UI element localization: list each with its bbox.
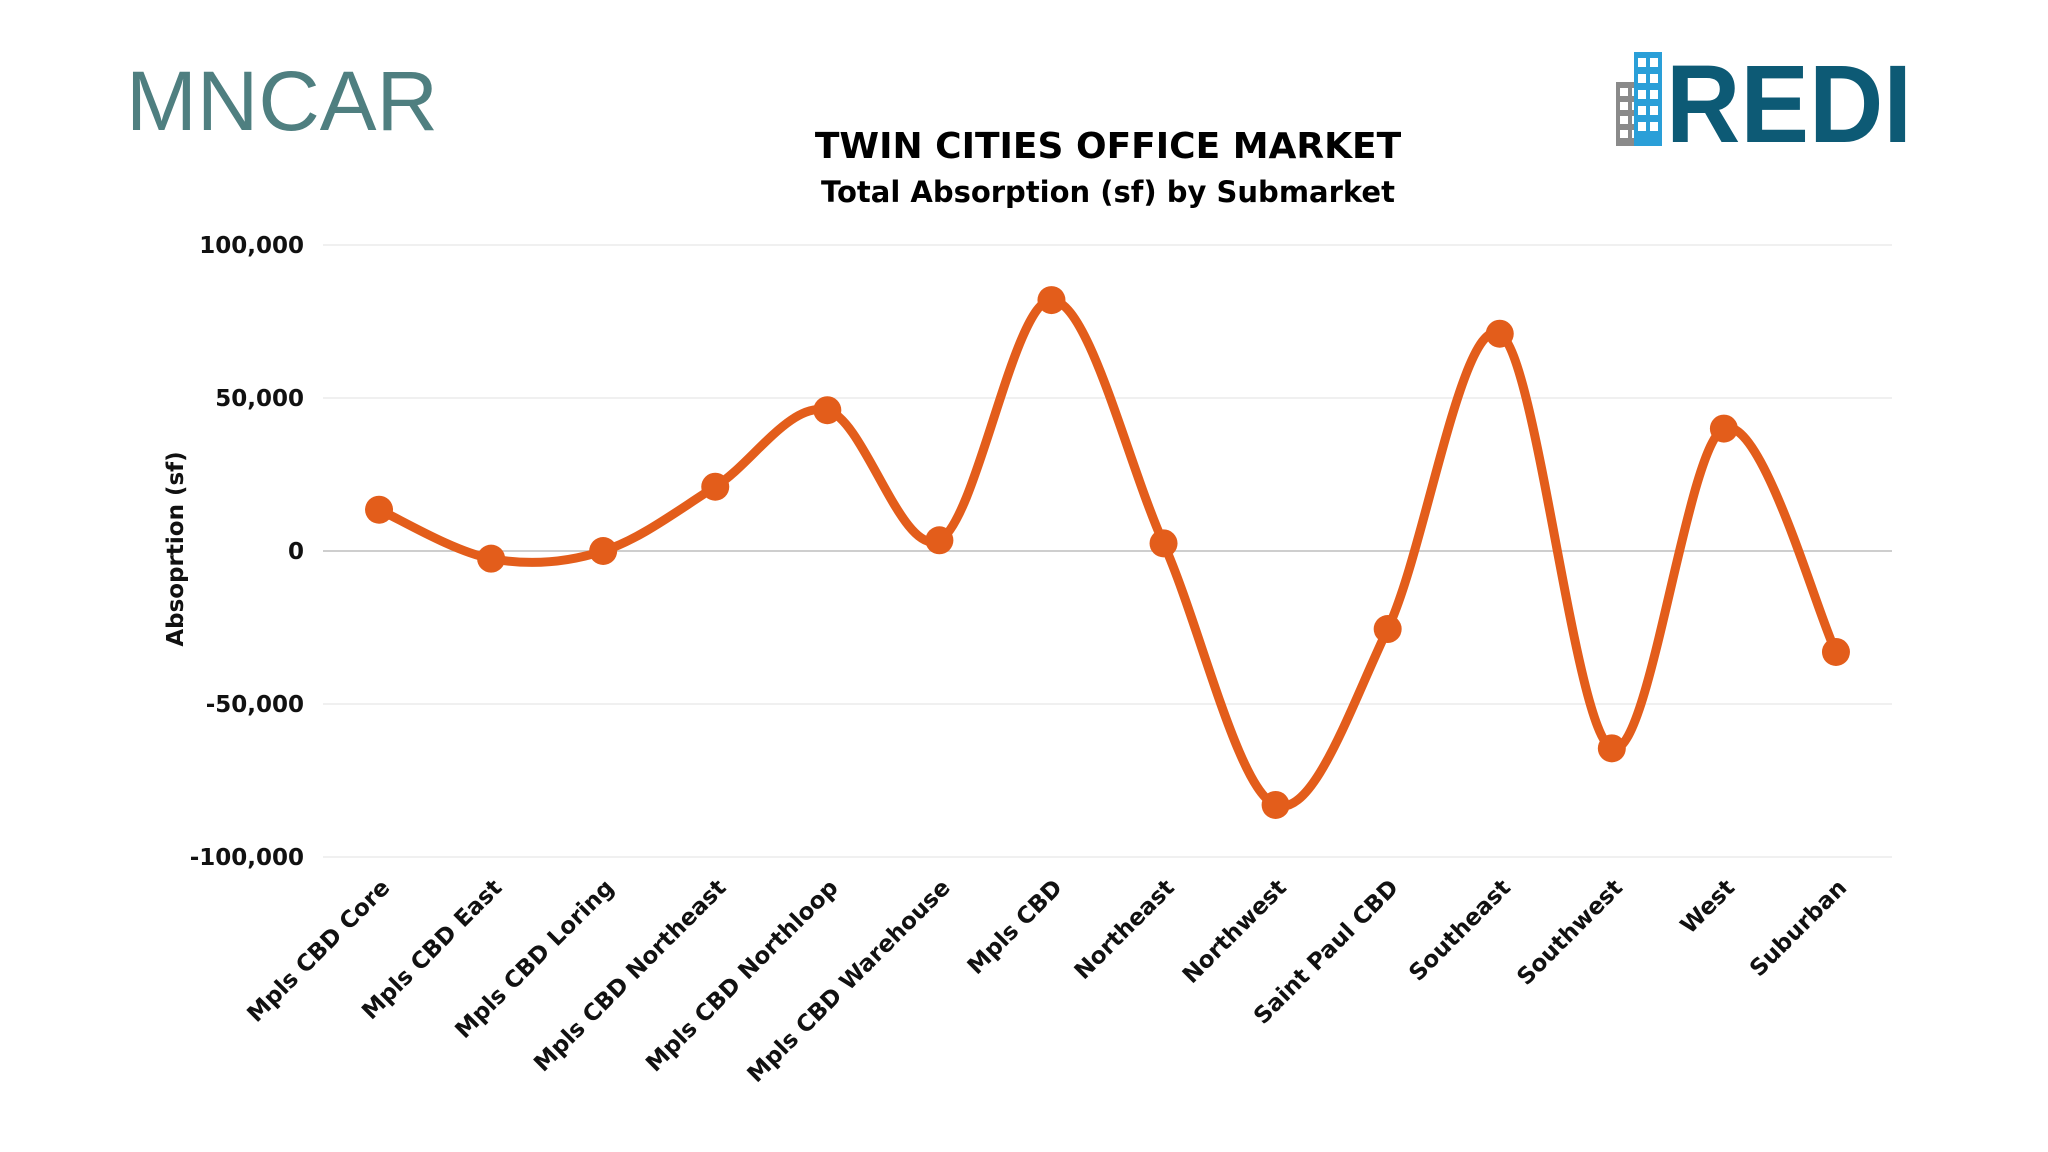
data-point xyxy=(701,472,730,501)
x-tick-label: West xyxy=(1676,875,1740,939)
y-tick-label: -100,000 xyxy=(190,845,304,871)
data-point xyxy=(1373,615,1402,644)
data-point xyxy=(1821,637,1850,666)
y-axis-ticks: 100,000 50,000 0 -50,000 -100,000 xyxy=(190,233,304,871)
y-axis-label: Absoprtion (sf) xyxy=(163,451,189,646)
mncar-logo: MNCAR xyxy=(126,56,438,144)
redi-logo-text: REDI xyxy=(1666,46,1912,150)
data-point xyxy=(813,396,842,425)
data-point xyxy=(1709,414,1738,443)
redi-logo: REDI xyxy=(1616,46,1912,150)
data-point xyxy=(1485,319,1514,348)
gridlines xyxy=(323,244,1892,858)
y-tick-label: 50,000 xyxy=(215,386,304,412)
x-tick-label: Mpls CBD Northeast xyxy=(529,875,731,1077)
building-icon xyxy=(1616,52,1662,146)
chart-title: TWIN CITIES OFFICE MARKET xyxy=(815,126,1402,167)
x-tick-label: Southwest xyxy=(1512,875,1628,991)
x-tick-label: Northeast xyxy=(1070,875,1180,985)
x-tick-label: Mpls CBD xyxy=(963,875,1068,980)
y-tick-label: 0 xyxy=(288,539,304,565)
x-tick-label: Suburban xyxy=(1745,875,1852,982)
x-tick-label: Northwest xyxy=(1178,875,1292,989)
data-point xyxy=(1261,790,1290,819)
y-tick-label: 100,000 xyxy=(199,233,304,259)
data-point xyxy=(589,537,618,565)
data-point xyxy=(1597,734,1626,763)
x-tick-label: Mpls CBD Northloop xyxy=(641,875,843,1077)
data-point xyxy=(1149,529,1178,558)
mncar-logo-text: MNCAR xyxy=(126,56,438,144)
series-absorption xyxy=(365,286,1850,819)
chart-subtitle: Total Absorption (sf) by Submarket xyxy=(821,175,1395,209)
data-point xyxy=(925,526,954,555)
data-point xyxy=(477,544,506,573)
data-point xyxy=(1037,286,1066,315)
y-tick-label: -50,000 xyxy=(206,692,304,718)
x-tick-label: Southeast xyxy=(1404,875,1516,987)
data-point xyxy=(365,495,394,524)
x-tick-label: Mpls CBD Warehouse xyxy=(743,875,956,1088)
